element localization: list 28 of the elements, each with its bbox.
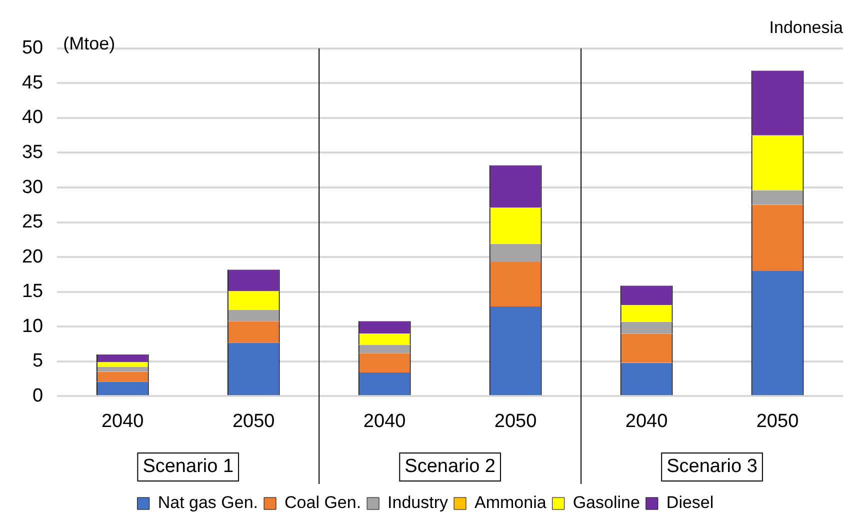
y-tick-label: 45 [22,72,44,94]
chart-title: Indonesia [769,18,844,37]
y-tick-label: 30 [22,176,44,198]
text: Scenario 3 [666,456,758,478]
y-tick-label: 5 [32,350,44,372]
x-tick-label: 2040 [363,410,406,432]
y-tick-label: 25 [22,212,44,233]
y-axis-title: (Mtoe) [63,33,116,54]
y-tick-label: 50 [22,38,44,59]
x-tick-label: 2040 [101,410,144,432]
y-tick-label: 35 [22,142,44,163]
y-tick-label: 10 [22,316,44,337]
y-tick-label: 0 [32,385,44,406]
y-tick-label: 40 [22,107,44,128]
legend-label: Diesel [666,493,714,512]
y-tick-label: 20 [22,246,44,268]
x-tick-label: 2040 [625,410,668,432]
x-tick-label: 2050 [494,410,537,432]
legend-label: Ammonia [474,493,547,512]
legend-label: Gasoline [572,493,640,512]
text: Scenario 1 [142,456,234,478]
legend-label: Industry [388,493,449,512]
y-tick-label: 15 [22,281,44,302]
legend-label: Nat gas Gen. [158,493,258,512]
x-tick-label: 2050 [756,410,799,432]
legend-label: Coal Gen. [284,493,362,512]
text: Scenario 2 [404,456,496,478]
x-tick-label: 2050 [232,410,275,432]
